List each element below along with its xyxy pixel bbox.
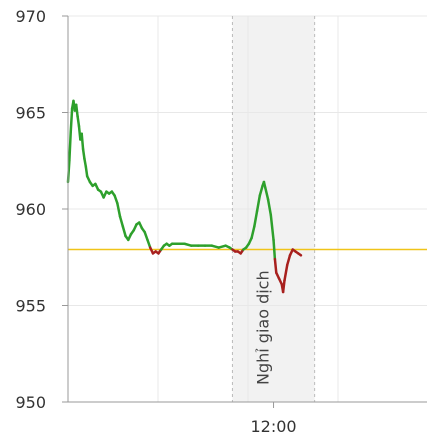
series-segment: [116, 201, 122, 218]
y-axis-tick-labels: 950 955 960 965 970: [15, 7, 46, 412]
series-segment: [258, 184, 264, 197]
price-series: [66, 99, 303, 294]
series-segment: [143, 230, 149, 242]
x-tick-label: 12:00: [250, 417, 296, 436]
x-axis-tick-labels: 12:00: [250, 417, 296, 436]
y-tick-label: 970: [15, 7, 46, 26]
y-tick-label: 950: [15, 393, 46, 412]
series-segment: [269, 213, 275, 242]
series-segment: [285, 254, 292, 267]
series-segment: [250, 225, 256, 240]
series-segment: [83, 157, 88, 168]
break-band-edges: [231, 16, 316, 402]
break-band-label: Nghỉ giao dịch: [254, 270, 273, 385]
series-segment: [68, 130, 72, 162]
series-segment: [69, 107, 74, 134]
y-tick-label: 955: [15, 297, 46, 316]
series-segment: [113, 194, 119, 205]
series-segment: [84, 165, 89, 178]
series-segment: [146, 238, 152, 249]
grid-lines: [68, 15, 427, 403]
series-segment: [255, 194, 262, 213]
series-segment: [80, 132, 85, 151]
series-segment: [296, 252, 303, 257]
series-segment: [81, 147, 86, 161]
series-segment: [264, 186, 270, 201]
series-segment: [121, 225, 127, 238]
y-tick-label: 965: [15, 104, 46, 123]
y-tick-label: 960: [15, 200, 46, 219]
series-segment: [272, 238, 277, 261]
series-segment: [74, 103, 79, 118]
axes: [62, 15, 427, 408]
series-segment: [273, 257, 278, 274]
series-segment: [76, 115, 81, 128]
series-segment: [281, 279, 286, 294]
series-segment: [253, 209, 259, 228]
series-segment: [266, 198, 273, 217]
series-segment: [283, 263, 289, 282]
series-segment: [118, 215, 125, 228]
